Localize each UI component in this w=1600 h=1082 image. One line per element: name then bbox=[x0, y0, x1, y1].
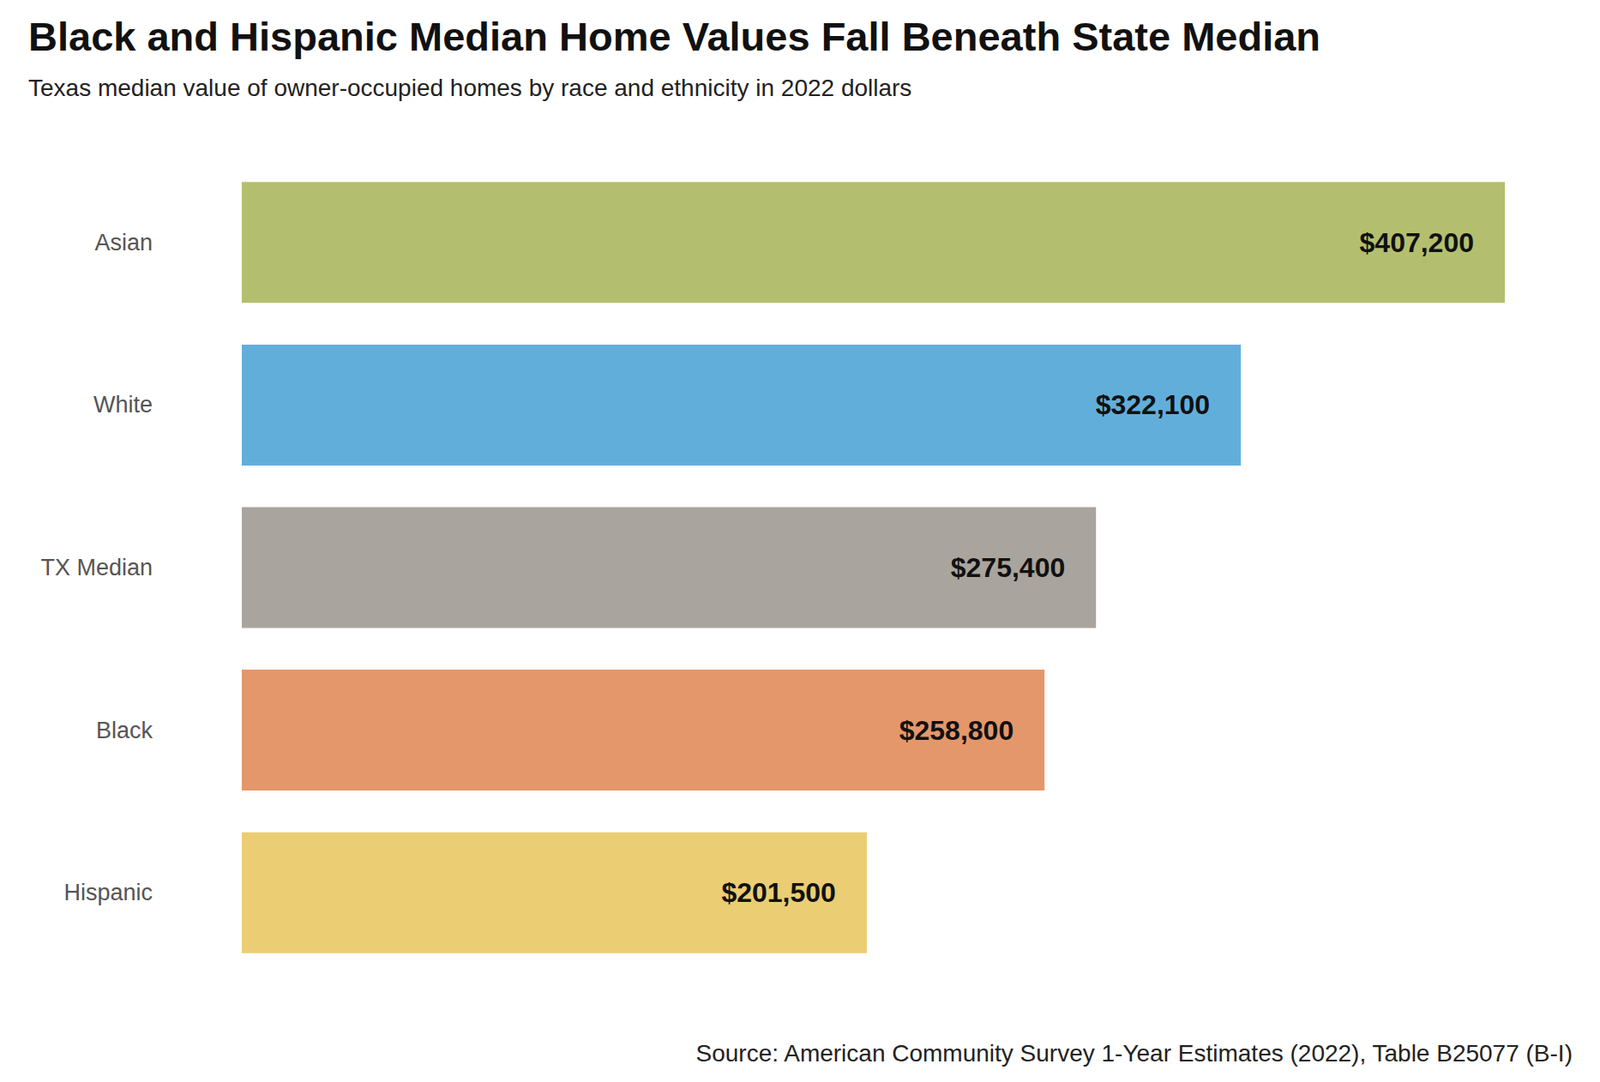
svg-text:$258,800: $258,800 bbox=[899, 715, 1014, 746]
svg-text:$407,200: $407,200 bbox=[1359, 227, 1474, 259]
svg-text:Asian: Asian bbox=[94, 229, 153, 256]
svg-text:Hispanic: Hispanic bbox=[63, 879, 153, 906]
svg-text:Texas median value of owner-oc: Texas median value of owner-occupied hom… bbox=[28, 74, 912, 102]
svg-text:White: White bbox=[93, 391, 153, 418]
svg-text:$275,400: $275,400 bbox=[950, 552, 1065, 584]
svg-text:Black and Hispanic Median Home: Black and Hispanic Median Home Values Fa… bbox=[28, 13, 1321, 60]
svg-text:$201,500: $201,500 bbox=[721, 877, 836, 909]
svg-text:Source: American Community Sur: Source: American Community Survey 1-Year… bbox=[695, 1040, 1572, 1067]
svg-text:Black: Black bbox=[96, 717, 154, 744]
svg-text:$322,100: $322,100 bbox=[1095, 389, 1210, 421]
svg-text:TX Median: TX Median bbox=[40, 554, 153, 581]
